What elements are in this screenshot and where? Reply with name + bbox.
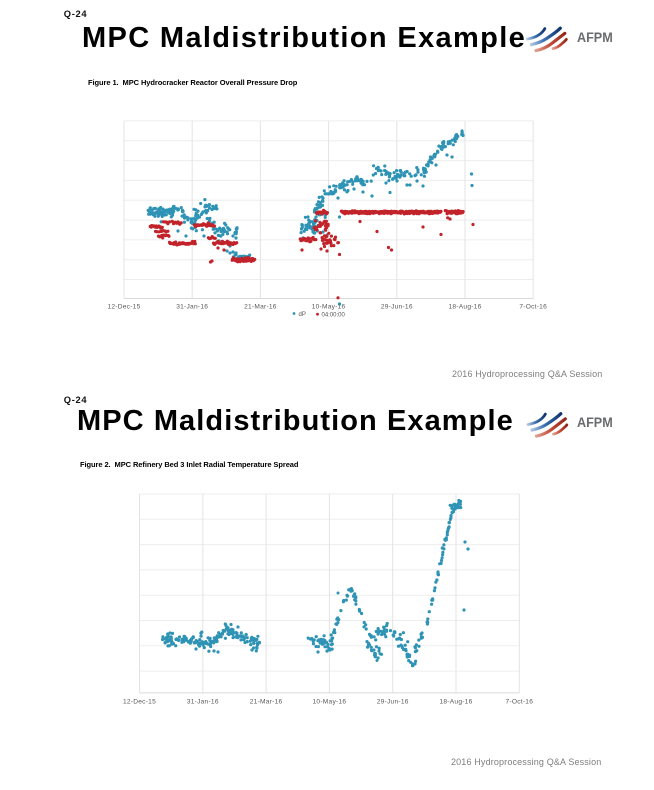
svg-text:12-Dec-15: 12-Dec-15 xyxy=(123,699,156,706)
svg-text:18-Aug-16: 18-Aug-16 xyxy=(448,304,481,311)
svg-text:12-Dec-15: 12-Dec-15 xyxy=(107,304,140,311)
svg-text:31-Jan-16: 31-Jan-16 xyxy=(187,699,219,706)
svg-text:dP: dP xyxy=(299,312,306,318)
svg-text:04:00:00: 04:00:00 xyxy=(322,313,346,319)
svg-text:31-Jan-16: 31-Jan-16 xyxy=(176,304,208,311)
svg-text:7-Oct-16: 7-Oct-16 xyxy=(505,699,533,706)
svg-text:21-Mar-16: 21-Mar-16 xyxy=(250,699,283,706)
svg-text:10-May-16: 10-May-16 xyxy=(312,304,346,311)
svg-text:18-Aug-16: 18-Aug-16 xyxy=(439,699,472,706)
svg-text:21-Mar-16: 21-Mar-16 xyxy=(244,304,277,311)
svg-text:29-Jun-16: 29-Jun-16 xyxy=(381,304,413,311)
svg-text:29-Jun-16: 29-Jun-16 xyxy=(377,699,409,706)
svg-text:10-May-16: 10-May-16 xyxy=(313,699,347,706)
svg-text:7-Oct-16: 7-Oct-16 xyxy=(519,304,547,311)
